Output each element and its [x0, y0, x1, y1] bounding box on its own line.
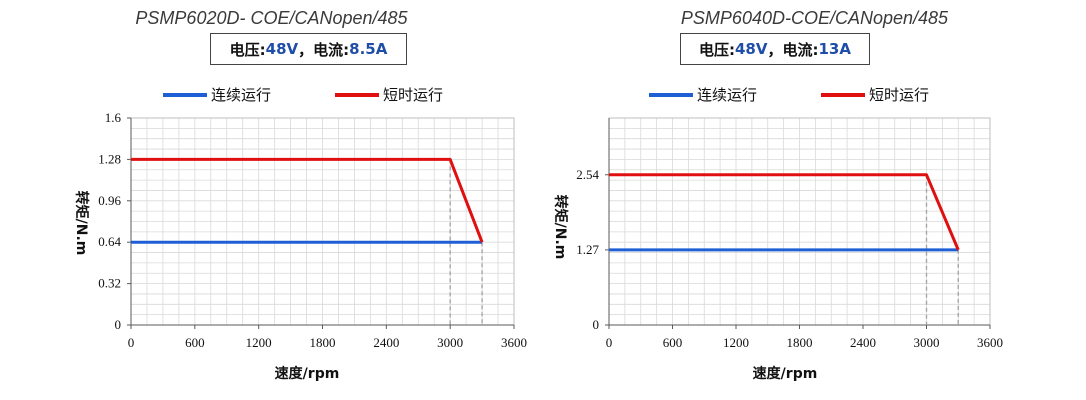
series-line-short: [609, 173, 960, 251]
voltage-value: 48V: [265, 40, 299, 58]
x-tick-label: 2400: [373, 335, 399, 350]
legend-label: 连续运行: [211, 86, 272, 104]
legend-continuous: 连续运行: [163, 84, 271, 105]
y-tick-label: 0.96: [98, 193, 121, 208]
x-tick-label: 600: [663, 335, 683, 350]
voltage-label: 电压:: [699, 40, 735, 59]
legend-continuous: 连续运行: [649, 84, 757, 105]
legend-swatch-red: [821, 92, 865, 97]
current-value: 13A: [818, 40, 851, 58]
x-tick-label: 3000: [914, 335, 940, 350]
y-tick-label: 1.6: [105, 110, 122, 125]
spec-separator: ，: [298, 40, 314, 59]
x-axis-label: 速度/rpm: [752, 366, 818, 382]
y-tick-label: 0: [115, 317, 122, 332]
x-tick-label: 3000: [437, 335, 463, 350]
y-tick-label: 0.32: [98, 276, 121, 291]
x-axis-label: 速度/rpm: [274, 366, 340, 382]
legend-swatch-blue: [649, 92, 693, 97]
legend-short: 短时运行: [821, 84, 929, 105]
x-tick-label: 3600: [977, 335, 1003, 350]
plot-svg: 0 600 1200 1800 2400 3000 3600 0 1.27 2.54: [576, 117, 1003, 350]
x-tick-label: 0: [128, 335, 135, 350]
y-tick-label: 0: [593, 317, 600, 332]
y-tick-label: 2.54: [576, 167, 599, 182]
y-tick-label: 1.28: [98, 151, 121, 166]
legend-label: 连续运行: [697, 86, 758, 104]
x-tick-label: 1800: [787, 335, 813, 350]
x-tick-label: 600: [185, 335, 205, 350]
chart-panel-2: PSMP6040D-COE/CANopen/485 电压: 48V ， 电流: …: [543, 0, 1086, 400]
spec-separator: ，: [767, 40, 783, 59]
y-tick-label: 0.64: [98, 234, 121, 249]
chart-panel-1: PSMP6020D- COE/CANopen/485 电压: 48V ， 电流:…: [73, 8, 527, 382]
x-tick-label: 3600: [501, 335, 527, 350]
chart-title: PSMP6020D- COE/CANopen/485: [135, 8, 408, 28]
legend-short: 短时运行: [335, 84, 443, 105]
current-label: 电流:: [782, 40, 819, 59]
spec-box: 电压: 48V ， 电流: 8.5A: [210, 33, 407, 65]
voltage-label: 电压:: [229, 40, 266, 59]
x-tick-label: 1800: [310, 335, 336, 350]
chart-title: PSMP6040D-COE/CANopen/485: [680, 8, 949, 28]
x-tick-label: 1200: [723, 335, 749, 350]
legend-swatch-blue: [163, 92, 207, 97]
y-tick-label: 1.27: [576, 242, 599, 257]
x-tick-label: 0: [606, 335, 613, 350]
plot-svg: 0 600 1200 1800 2400 3000 3600 0 0.32 0.64 0.96 1.2…: [98, 110, 527, 350]
legend-swatch-red: [335, 92, 379, 97]
x-tick-label: 1200: [246, 335, 272, 350]
legend-label: 短时运行: [869, 86, 930, 104]
series-line-short: [131, 157, 484, 243]
spec-box: 电压: 48V ， 电流: 13A: [680, 33, 870, 65]
voltage-value: 48V: [735, 40, 768, 58]
current-value: 8.5A: [349, 40, 388, 58]
current-label: 电流:: [313, 40, 350, 59]
legend-label: 短时运行: [383, 86, 444, 104]
x-tick-label: 2400: [850, 335, 876, 350]
